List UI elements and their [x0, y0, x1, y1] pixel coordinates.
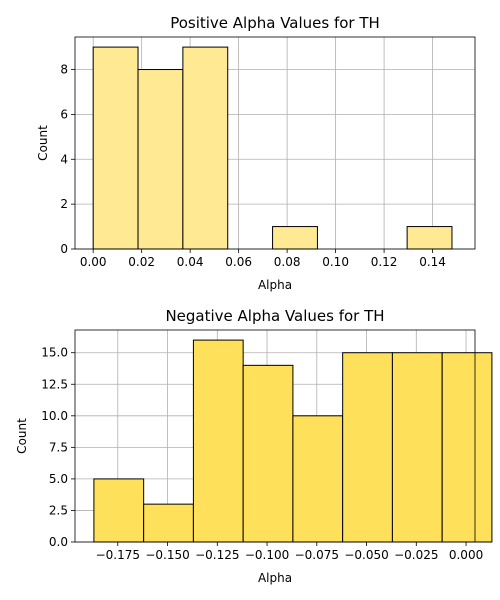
y-tick-label: 6: [60, 107, 68, 121]
histogram-bar: [292, 415, 344, 543]
chart-title: Positive Alpha Values for TH: [170, 14, 380, 32]
histogram-bar: [93, 478, 145, 543]
chart-title: Negative Alpha Values for TH: [165, 307, 384, 325]
positive-alpha-histogram: Positive Alpha Values for TH Alpha Count…: [36, 14, 476, 292]
x-axis-label: Alpha: [258, 278, 292, 292]
x-tick-label: 0.10: [322, 255, 349, 269]
x-tick-label: 0.14: [419, 255, 446, 269]
x-tick-label: −0.025: [394, 548, 438, 562]
histogram-bar: [242, 364, 294, 543]
histogram-bar: [342, 352, 393, 543]
histogram-bar: [441, 352, 493, 543]
y-tick-label: 10.0: [41, 409, 68, 423]
histogram-bar: [137, 69, 184, 250]
x-tick-label: 0.04: [177, 255, 204, 269]
x-tick-label: −0.175: [96, 548, 140, 562]
y-tick-label: 5.0: [49, 472, 68, 486]
plot-frame: [74, 329, 476, 543]
x-tick-label: −0.125: [195, 548, 239, 562]
ticks: −0.175 −0.150 −0.125 −0.100 −0.075 −0.050 −0.0…: [41, 346, 483, 562]
negative-alpha-histogram: Negative Alpha Values for TH Alpha Count…: [15, 307, 493, 585]
plot-frame: [74, 36, 476, 250]
y-axis-label: Count: [36, 125, 50, 161]
bars: [92, 46, 453, 250]
y-tick-label: 0.0: [49, 535, 68, 549]
histogram-bar: [92, 46, 139, 250]
y-tick-label: 2.5: [49, 503, 68, 517]
y-tick-label: 12.5: [41, 377, 68, 391]
y-axis-label: Count: [15, 418, 29, 454]
histogram-bar: [272, 226, 318, 250]
histogram-bar: [391, 352, 443, 543]
histogram-bar: [143, 503, 194, 543]
x-tick-label: 0.08: [274, 255, 301, 269]
histogram-bar: [192, 339, 244, 543]
y-tick-label: 0: [60, 242, 68, 256]
x-tick-label: 0.00: [80, 255, 107, 269]
x-tick-label: −0.050: [344, 548, 388, 562]
x-tick-label: 0.000: [449, 548, 483, 562]
y-tick-label: 4: [60, 152, 68, 166]
x-tick-label: −0.150: [145, 548, 189, 562]
y-tick-label: 8: [60, 63, 68, 77]
x-tick-label: 0.06: [225, 255, 252, 269]
ticks: 0.00 0.02 0.04 0.06 0.08 0.10 0.12 0.14 0 2 4 6 8: [60, 63, 446, 269]
y-tick-label: 2: [60, 197, 68, 211]
histogram-bar: [406, 226, 453, 250]
y-tick-label: 7.5: [49, 440, 68, 454]
x-axis-label: Alpha: [258, 571, 292, 585]
x-tick-label: 0.12: [371, 255, 398, 269]
y-tick-label: 15.0: [41, 346, 68, 360]
x-tick-label: 0.02: [128, 255, 155, 269]
histogram-bar: [182, 46, 229, 250]
x-tick-label: −0.100: [245, 548, 289, 562]
x-tick-label: −0.075: [295, 548, 339, 562]
